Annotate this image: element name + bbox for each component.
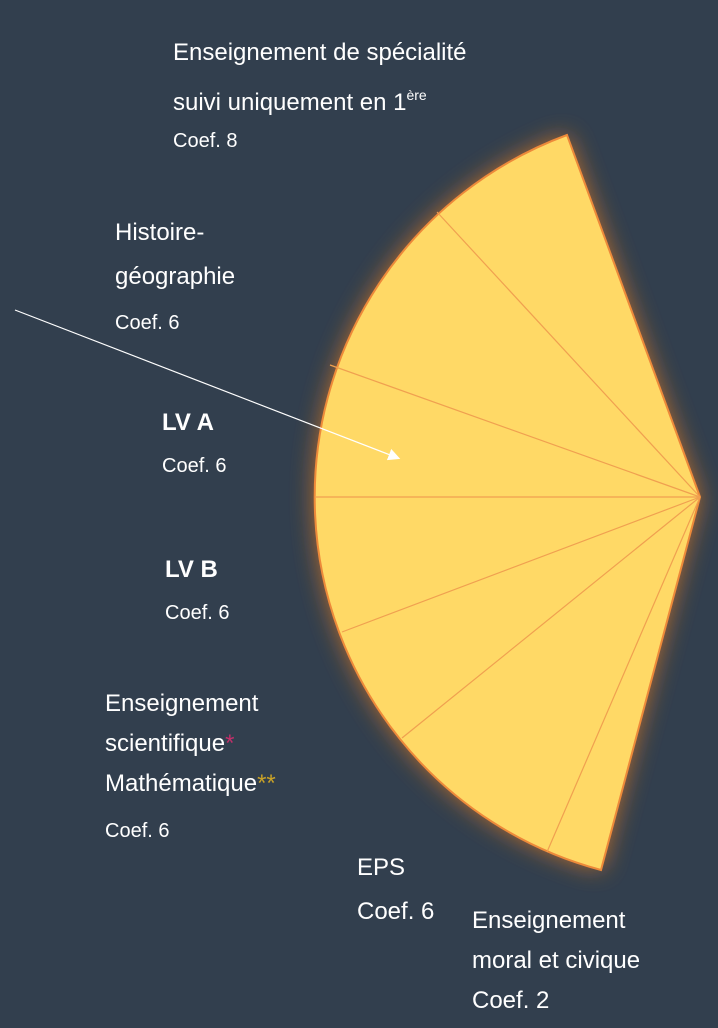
label: scientifique (105, 730, 226, 757)
label: géographie (115, 263, 236, 290)
coef: Coef. 6 (115, 312, 180, 334)
label: Enseignement de spécialité (173, 39, 467, 66)
label: Mathématique** (105, 763, 276, 805)
coef: Coef. 6 (165, 602, 230, 624)
asterisk: ** (257, 770, 276, 797)
asterisk: * (225, 730, 235, 757)
label: Histoire- (115, 219, 205, 246)
label: EPS (357, 854, 406, 881)
label: moral et civique (472, 947, 641, 974)
label: Enseignement (105, 690, 259, 717)
label: scientifique* (105, 723, 234, 765)
fan (313, 133, 702, 872)
coef: Coef. 6 (357, 898, 435, 925)
label: Mathématique (105, 770, 258, 797)
label: suivi uniquement en 1 (173, 89, 407, 116)
label: LV B (165, 556, 218, 583)
coef: Coef. 6 (162, 455, 227, 477)
coef: Coef. 6 (105, 820, 170, 842)
label: LV A (162, 409, 214, 436)
coef: Coef. 8 (173, 130, 238, 152)
dividers (315, 211, 701, 853)
superscript: ère (406, 87, 427, 103)
label: suivi uniquement en 1ère (173, 74, 427, 124)
coef: Coef. 2 (472, 987, 550, 1014)
label: Enseignement (472, 907, 626, 934)
arrow (14, 309, 401, 461)
